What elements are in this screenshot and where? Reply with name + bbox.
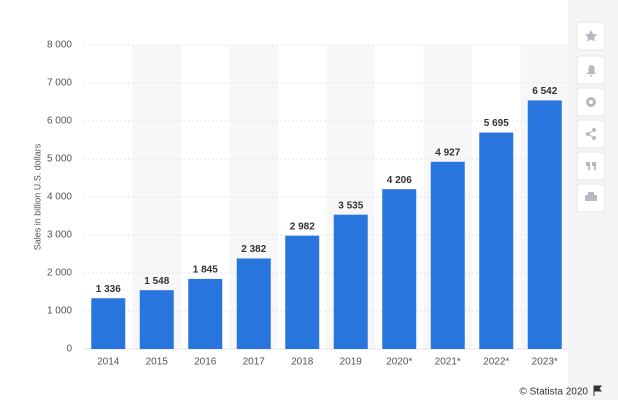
x-tick-label: 2019 bbox=[340, 357, 363, 368]
x-tick-label: 2016 bbox=[194, 357, 217, 368]
value-label: 1 336 bbox=[96, 284, 121, 295]
y-tick-label: 3 000 bbox=[47, 230, 72, 241]
y-tick-label: 2 000 bbox=[47, 268, 72, 279]
y-axis-label: Sales in billion U.S. dollars bbox=[32, 143, 42, 250]
x-tick-label: 2023* bbox=[532, 357, 558, 368]
cite-button[interactable] bbox=[576, 151, 606, 181]
value-label: 6 542 bbox=[532, 86, 557, 97]
value-label: 1 548 bbox=[144, 276, 169, 287]
bar bbox=[285, 235, 320, 349]
y-tick-label: 5 000 bbox=[47, 154, 72, 165]
quote-icon bbox=[586, 162, 596, 170]
value-label: 3 535 bbox=[338, 200, 363, 211]
bar bbox=[479, 132, 514, 349]
bar bbox=[382, 189, 417, 349]
bar bbox=[430, 161, 465, 349]
y-tick-label: 6 000 bbox=[47, 116, 72, 127]
value-label: 2 982 bbox=[290, 221, 315, 232]
y-tick-label: 0 bbox=[66, 344, 72, 355]
x-tick-label: 2015 bbox=[146, 357, 169, 368]
flag-icon bbox=[593, 385, 603, 396]
bar bbox=[91, 298, 126, 349]
bar bbox=[188, 278, 223, 349]
value-label: 4 206 bbox=[387, 175, 412, 186]
bar bbox=[236, 258, 271, 349]
y-tick-label: 1 000 bbox=[47, 306, 72, 317]
bar bbox=[527, 100, 562, 350]
x-tick-label: 2020* bbox=[386, 357, 412, 368]
y-tick-label: 7 000 bbox=[47, 78, 72, 89]
bar bbox=[333, 214, 368, 349]
x-tick-label: 2018 bbox=[291, 357, 314, 368]
value-label: 4 927 bbox=[435, 147, 460, 158]
share-icon bbox=[586, 128, 596, 140]
bar bbox=[139, 290, 174, 349]
toolbar bbox=[576, 21, 606, 213]
value-label: 2 382 bbox=[241, 244, 266, 255]
y-tick-label: 8 000 bbox=[47, 40, 72, 51]
y-tick-label: 4 000 bbox=[47, 192, 72, 203]
x-tick-label: 2022* bbox=[483, 357, 509, 368]
x-tick-label: 2021* bbox=[435, 357, 461, 368]
x-tick-label: 2017 bbox=[243, 357, 266, 368]
value-label: 5 695 bbox=[484, 118, 509, 129]
value-label: 1 845 bbox=[193, 265, 218, 276]
credit: © Statista 2020 bbox=[519, 387, 588, 398]
share-button[interactable] bbox=[576, 119, 606, 149]
gear-hole bbox=[589, 100, 593, 104]
star-icon bbox=[585, 30, 597, 42]
x-tick-label: 2014 bbox=[97, 357, 120, 368]
print-icon bbox=[585, 192, 597, 201]
bell-icon bbox=[586, 65, 596, 77]
